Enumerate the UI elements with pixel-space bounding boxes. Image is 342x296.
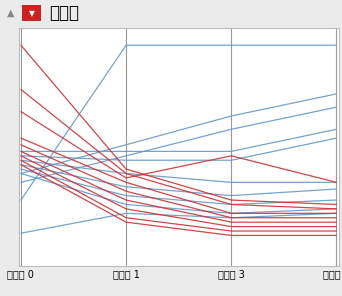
- Bar: [22, 5, 41, 21]
- Text: ▲: ▲: [7, 8, 14, 18]
- Text: ▼: ▼: [29, 9, 35, 17]
- Text: 平行图: 平行图: [50, 4, 80, 22]
